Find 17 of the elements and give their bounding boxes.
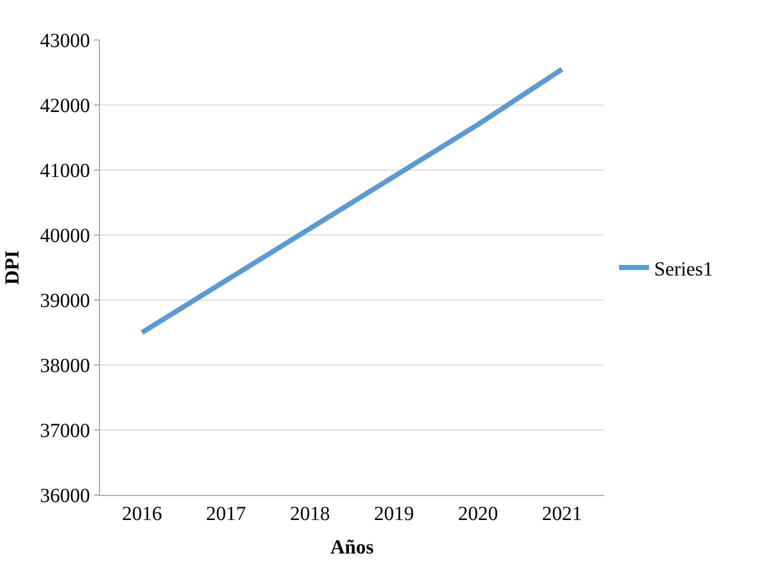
y-tick-label: 38000 [40, 355, 90, 377]
y-tick-label: 36000 [40, 485, 90, 507]
x-tick-label: 2021 [542, 503, 582, 525]
legend-label: Series1 [654, 258, 713, 280]
y-tick-label: 37000 [40, 420, 90, 442]
y-tick-label: 42000 [40, 95, 90, 117]
y-axis-title: DPI [2, 250, 24, 285]
x-tick-label: 2019 [374, 503, 414, 525]
x-axis-title: Años [330, 536, 374, 558]
y-tick-label: 41000 [40, 160, 90, 182]
x-tick-label: 2016 [122, 503, 162, 525]
y-tick-label: 39000 [40, 290, 90, 312]
x-tick-label: 2017 [206, 503, 246, 525]
x-tick-label: 2018 [290, 503, 330, 525]
x-tick-label: 2020 [458, 503, 498, 525]
y-tick-label: 40000 [40, 225, 90, 247]
y-tick-label: 43000 [40, 30, 90, 52]
